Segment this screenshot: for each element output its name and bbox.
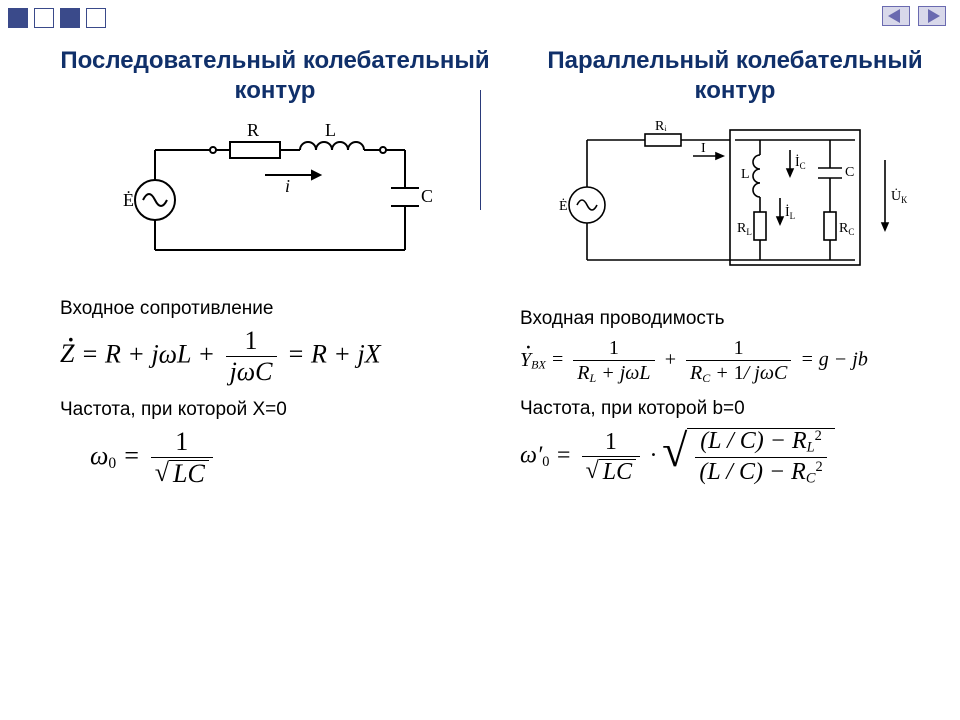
svg-text:Rᵢ: Rᵢ	[655, 120, 667, 134]
freq-label-right: Частота, при которой b=0	[520, 398, 950, 420]
prev-button[interactable]	[882, 6, 910, 26]
left-title: Последовательный колебательный контур	[60, 46, 490, 106]
svg-text:Ė: Ė	[559, 198, 568, 214]
svg-text:L: L	[741, 167, 750, 182]
svg-text:U̇К: U̇К	[891, 187, 908, 205]
svg-text:RL: RL	[737, 221, 752, 237]
svg-text:R: R	[247, 120, 259, 140]
next-button[interactable]	[918, 6, 946, 26]
svg-text:C: C	[421, 186, 433, 206]
admittance-label: Входная проводимость	[520, 308, 950, 330]
svg-text:İL: İL	[785, 204, 795, 221]
freq-formula-right: ω′0 = 1 √LC · √ (L / C) − RL2 (L / C) − …	[520, 428, 950, 486]
decor-square	[34, 8, 54, 28]
left-column: Последовательный колебательный контур	[60, 40, 490, 501]
freq-formula-left: ω0 = 1 √LC	[90, 429, 490, 487]
top-bar	[0, 0, 960, 32]
admittance-formula: YBX = 1RL + jωL + 1RC + 1/ jωC = g − jb	[520, 338, 950, 384]
decor-squares	[8, 8, 106, 28]
svg-text:i: i	[285, 176, 290, 196]
right-column: Параллельный колебательный контур	[520, 40, 950, 500]
impedance-label: Входное сопротивление	[60, 298, 490, 320]
svg-text:C: C	[845, 165, 854, 180]
decor-square	[60, 8, 80, 28]
decor-square	[8, 8, 28, 28]
svg-text:I: I	[701, 141, 706, 156]
svg-text:Ė: Ė	[123, 190, 134, 210]
right-title: Параллельный колебательный контур	[520, 46, 950, 106]
freq-label-left: Частота, при которой Х=0	[60, 399, 490, 421]
slide-content: Последовательный колебательный контур	[0, 40, 960, 720]
svg-text:RC: RC	[839, 221, 854, 237]
svg-text:L: L	[325, 120, 336, 140]
parallel-rlc-circuit: Ė Rᵢ I L RL İC İL C RC U̇К	[555, 120, 915, 290]
series-rlc-circuit: Ė R L C i	[115, 120, 435, 280]
impedance-formula: Z = R + jωL + 1jωC = R + jX	[60, 328, 490, 385]
svg-text:İC: İC	[795, 154, 806, 171]
decor-square	[86, 8, 106, 28]
